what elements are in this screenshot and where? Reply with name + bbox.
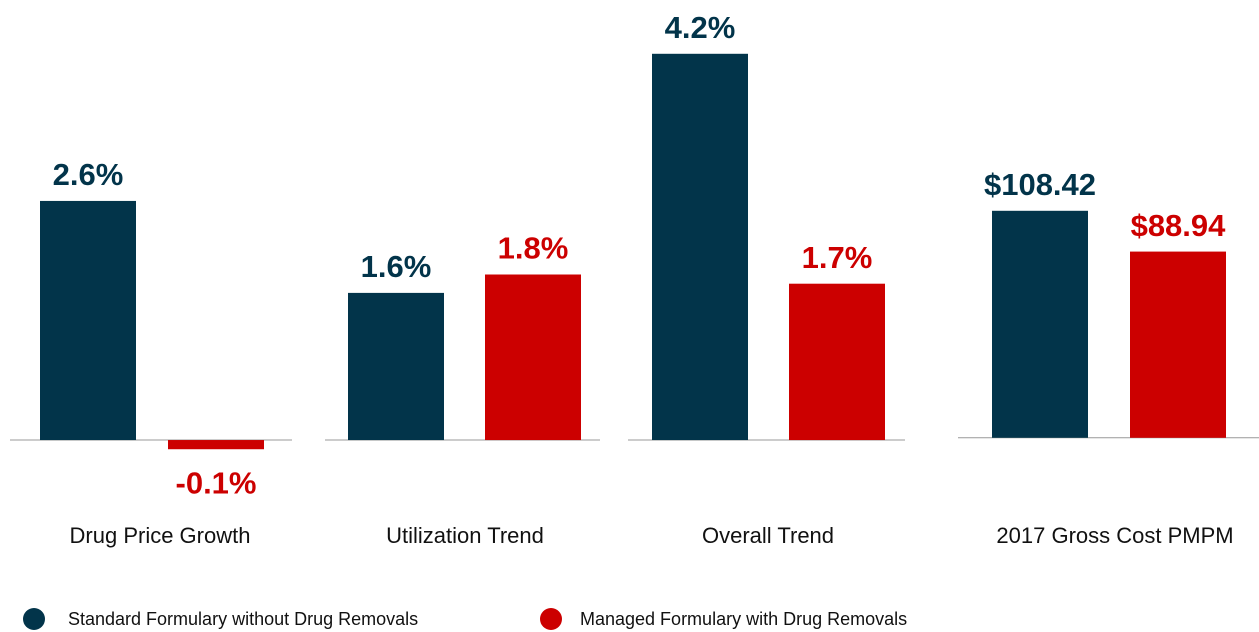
bar [348, 292, 444, 441]
value-label: -0.1% [176, 465, 257, 500]
bar [1130, 251, 1226, 438]
bar [652, 53, 748, 441]
category-label: 2017 Gross Cost PMPM [996, 523, 1233, 548]
value-label: 1.6% [361, 249, 432, 284]
value-label: 1.8% [498, 231, 569, 266]
category-label: Drug Price Growth [70, 523, 251, 548]
value-label: $108.42 [984, 167, 1096, 202]
legend-label: Managed Formulary with Drug Removals [580, 609, 907, 629]
value-label: 4.2% [665, 10, 736, 45]
bar [40, 200, 136, 441]
bar [789, 283, 885, 441]
value-label: $88.94 [1131, 208, 1227, 243]
legend-swatch [540, 608, 562, 630]
category-label: Overall Trend [702, 523, 834, 548]
legend: Standard Formulary without Drug Removals… [23, 608, 907, 630]
legend-swatch [23, 608, 45, 630]
bar [485, 274, 581, 441]
bar [992, 210, 1088, 438]
legend-label: Standard Formulary without Drug Removals [68, 609, 418, 629]
bar [168, 440, 264, 450]
value-label: 2.6% [53, 157, 124, 192]
value-label: 1.7% [802, 240, 873, 275]
category-label: Utilization Trend [386, 523, 544, 548]
